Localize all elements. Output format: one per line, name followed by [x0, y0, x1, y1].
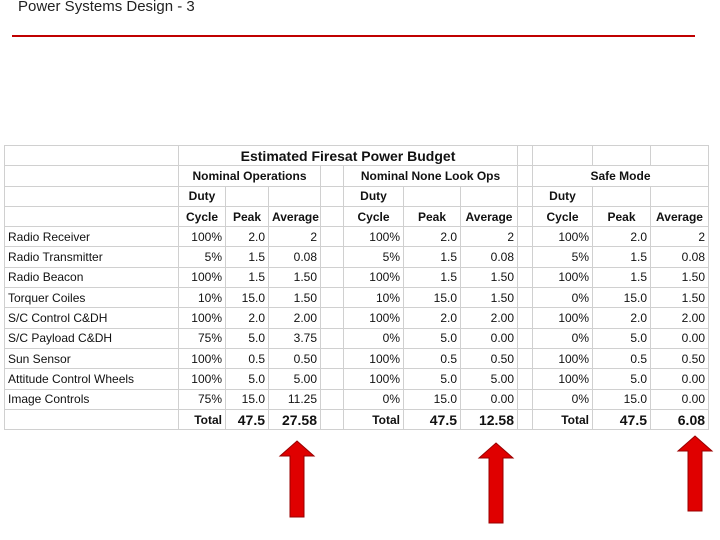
arrow [477, 442, 515, 524]
table-cell: Duty [343, 185, 404, 207]
arrow [278, 440, 316, 518]
table-cell: Nominal None Look Ops [342, 165, 519, 187]
table-row: Radio Transmitter 5% 1.5 0.08 5% 1.5 0.08 5% 1.5… [4, 246, 710, 268]
table-cell: 5.0 [403, 368, 461, 390]
table-cell: Total [532, 408, 594, 431]
table-cell: Total [343, 408, 404, 431]
table-cell: 15.0 [225, 287, 269, 309]
table-cell: 47.5 [225, 408, 269, 431]
table-cell: 15.0 [592, 287, 652, 309]
table-cell: 2 [650, 226, 710, 248]
table-cell: Image Controls [4, 388, 179, 410]
table-row: Torquer Coiles 10% 15.0 1.50 10% 15.0 1.50 0% 15… [4, 287, 710, 309]
table-cell: 15.0 [225, 388, 269, 410]
table-row: Cycle Peak Average Cycle Peak Average Cycle Pea… [4, 205, 710, 228]
table-cell: Total [178, 408, 226, 431]
arrow [676, 435, 714, 512]
table-cell: 1.50 [268, 266, 321, 289]
table-cell: 1.5 [592, 266, 652, 289]
table-cell: 100% [343, 226, 404, 248]
table-cell: 5.0 [592, 327, 652, 349]
table-cell: 0.08 [459, 246, 519, 268]
table-cell: 12.58 [459, 408, 519, 431]
table-cell: Cycle [178, 205, 226, 228]
table-cell: 2.00 [268, 307, 321, 329]
table-cell: 2.00 [650, 307, 710, 329]
table-row: Total 47.5 27.58 Total 47.5 12.58 Total 47.5 6.0… [4, 408, 710, 431]
table-cell: Average [268, 205, 321, 228]
table-cell: Duty [532, 185, 594, 207]
table-cell: Attitude Control Wheels [4, 368, 179, 390]
table-row: Radio Receiver 100% 2.0 2 100% 2.0 2 100% 2.0 2 [4, 226, 710, 248]
power-budget-table: Estimated Firesat Power Budget Nominal Op… [4, 144, 710, 431]
table-cell: 100% [343, 347, 404, 370]
table-cell: 0% [343, 388, 404, 410]
table-cell: 1.5 [403, 246, 461, 268]
table-cell: S/C Payload C&DH [4, 327, 179, 349]
table-row: Image Controls 75% 15.0 11.25 0% 15.0 0.00 0% 15… [4, 388, 710, 410]
table-cell: Radio Beacon [4, 266, 179, 289]
table-cell: Estimated Firesat Power Budget [177, 144, 519, 167]
table-cell: S/C Control C&DH [4, 307, 179, 329]
table-cell: 0.5 [403, 347, 461, 370]
table-cell: Duty [178, 185, 226, 207]
table-cell: Peak [225, 205, 269, 228]
table-cell: 27.58 [268, 408, 321, 431]
table-cell: 100% [178, 347, 226, 370]
table-cell: Sun Sensor [4, 347, 179, 370]
table-cell: 47.5 [592, 408, 652, 431]
table-cell: 47.5 [403, 408, 461, 431]
table-cell: 1.50 [650, 266, 710, 289]
table-cell: 100% [532, 307, 594, 329]
table-cell: Peak [592, 205, 652, 228]
slide-title: Power Systems Design - 3 [18, 0, 195, 15]
table-cell: 5.0 [225, 327, 269, 349]
table-row: S/C Control C&DH 100% 2.0 2.00 100% 2.0 2.00 10… [4, 307, 710, 329]
table-cell: 0.00 [650, 388, 710, 410]
table-row: Radio Beacon 100% 1.5 1.50 100% 1.5 1.50 100% 1.… [4, 266, 710, 289]
table-cell: 0.00 [459, 327, 519, 349]
table-cell: 2.0 [225, 307, 269, 329]
table-cell: 0.08 [268, 246, 321, 268]
table-cell: 0.50 [650, 347, 710, 370]
table-row: Sun Sensor 100% 0.5 0.50 100% 0.5 0.50 100% 0.5 0… [4, 347, 710, 370]
table-cell: 6.08 [650, 408, 710, 431]
table-cell: 0.00 [459, 388, 519, 410]
title-rule [12, 35, 695, 37]
table-cell: Nominal Operations [178, 165, 321, 187]
table-row: S/C Payload C&DH 75% 5.0 3.75 0% 5.0 0.00 0% 5.0… [4, 327, 710, 349]
table-cell: 2.00 [459, 307, 519, 329]
